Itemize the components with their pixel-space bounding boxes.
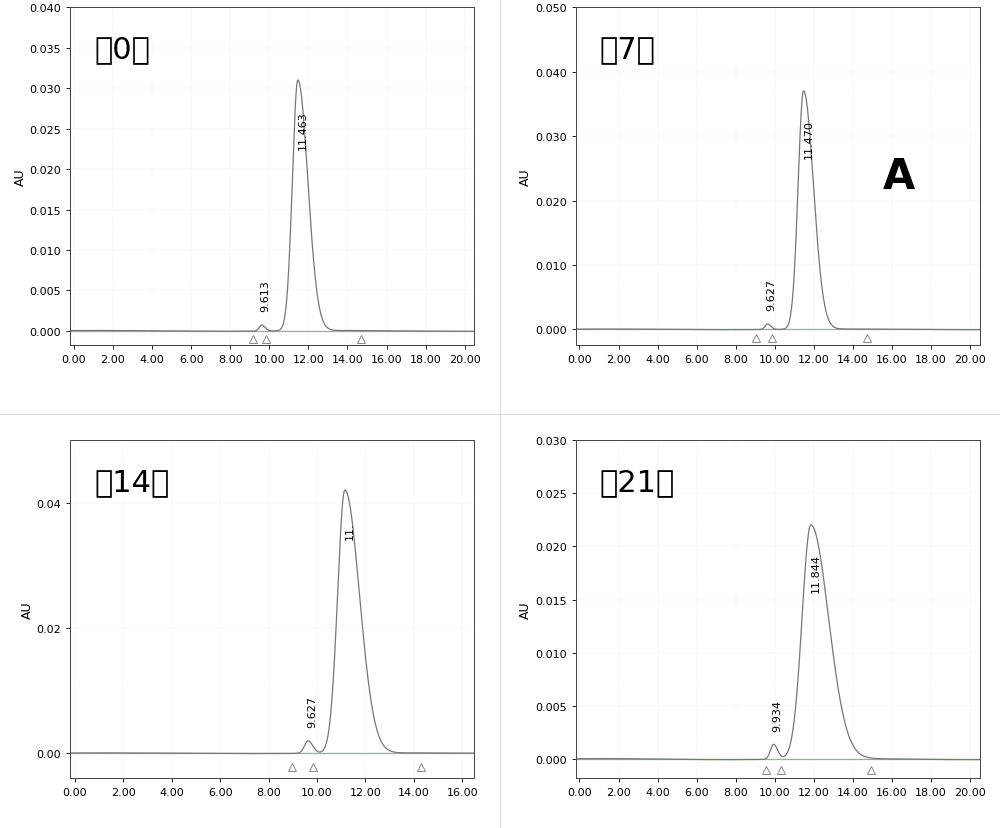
- Y-axis label: AU: AU: [13, 168, 26, 186]
- Text: 第7天: 第7天: [600, 36, 656, 65]
- Text: 第0天: 第0天: [94, 36, 150, 65]
- Text: 11.463: 11.463: [298, 111, 308, 150]
- Text: 9.934: 9.934: [772, 699, 782, 731]
- Text: 11.844: 11.844: [811, 554, 821, 593]
- Text: 9.627: 9.627: [307, 696, 317, 727]
- Text: 11.: 11.: [345, 522, 355, 540]
- Text: 9.613: 9.613: [260, 280, 270, 312]
- Text: A: A: [883, 156, 915, 198]
- Y-axis label: AU: AU: [519, 600, 532, 619]
- Text: 9.627: 9.627: [766, 279, 776, 311]
- Y-axis label: AU: AU: [519, 168, 532, 186]
- Text: 11.470: 11.470: [803, 120, 813, 159]
- Y-axis label: AU: AU: [20, 600, 33, 619]
- Text: 第21天: 第21天: [600, 468, 675, 497]
- Text: 第14天: 第14天: [94, 468, 170, 497]
